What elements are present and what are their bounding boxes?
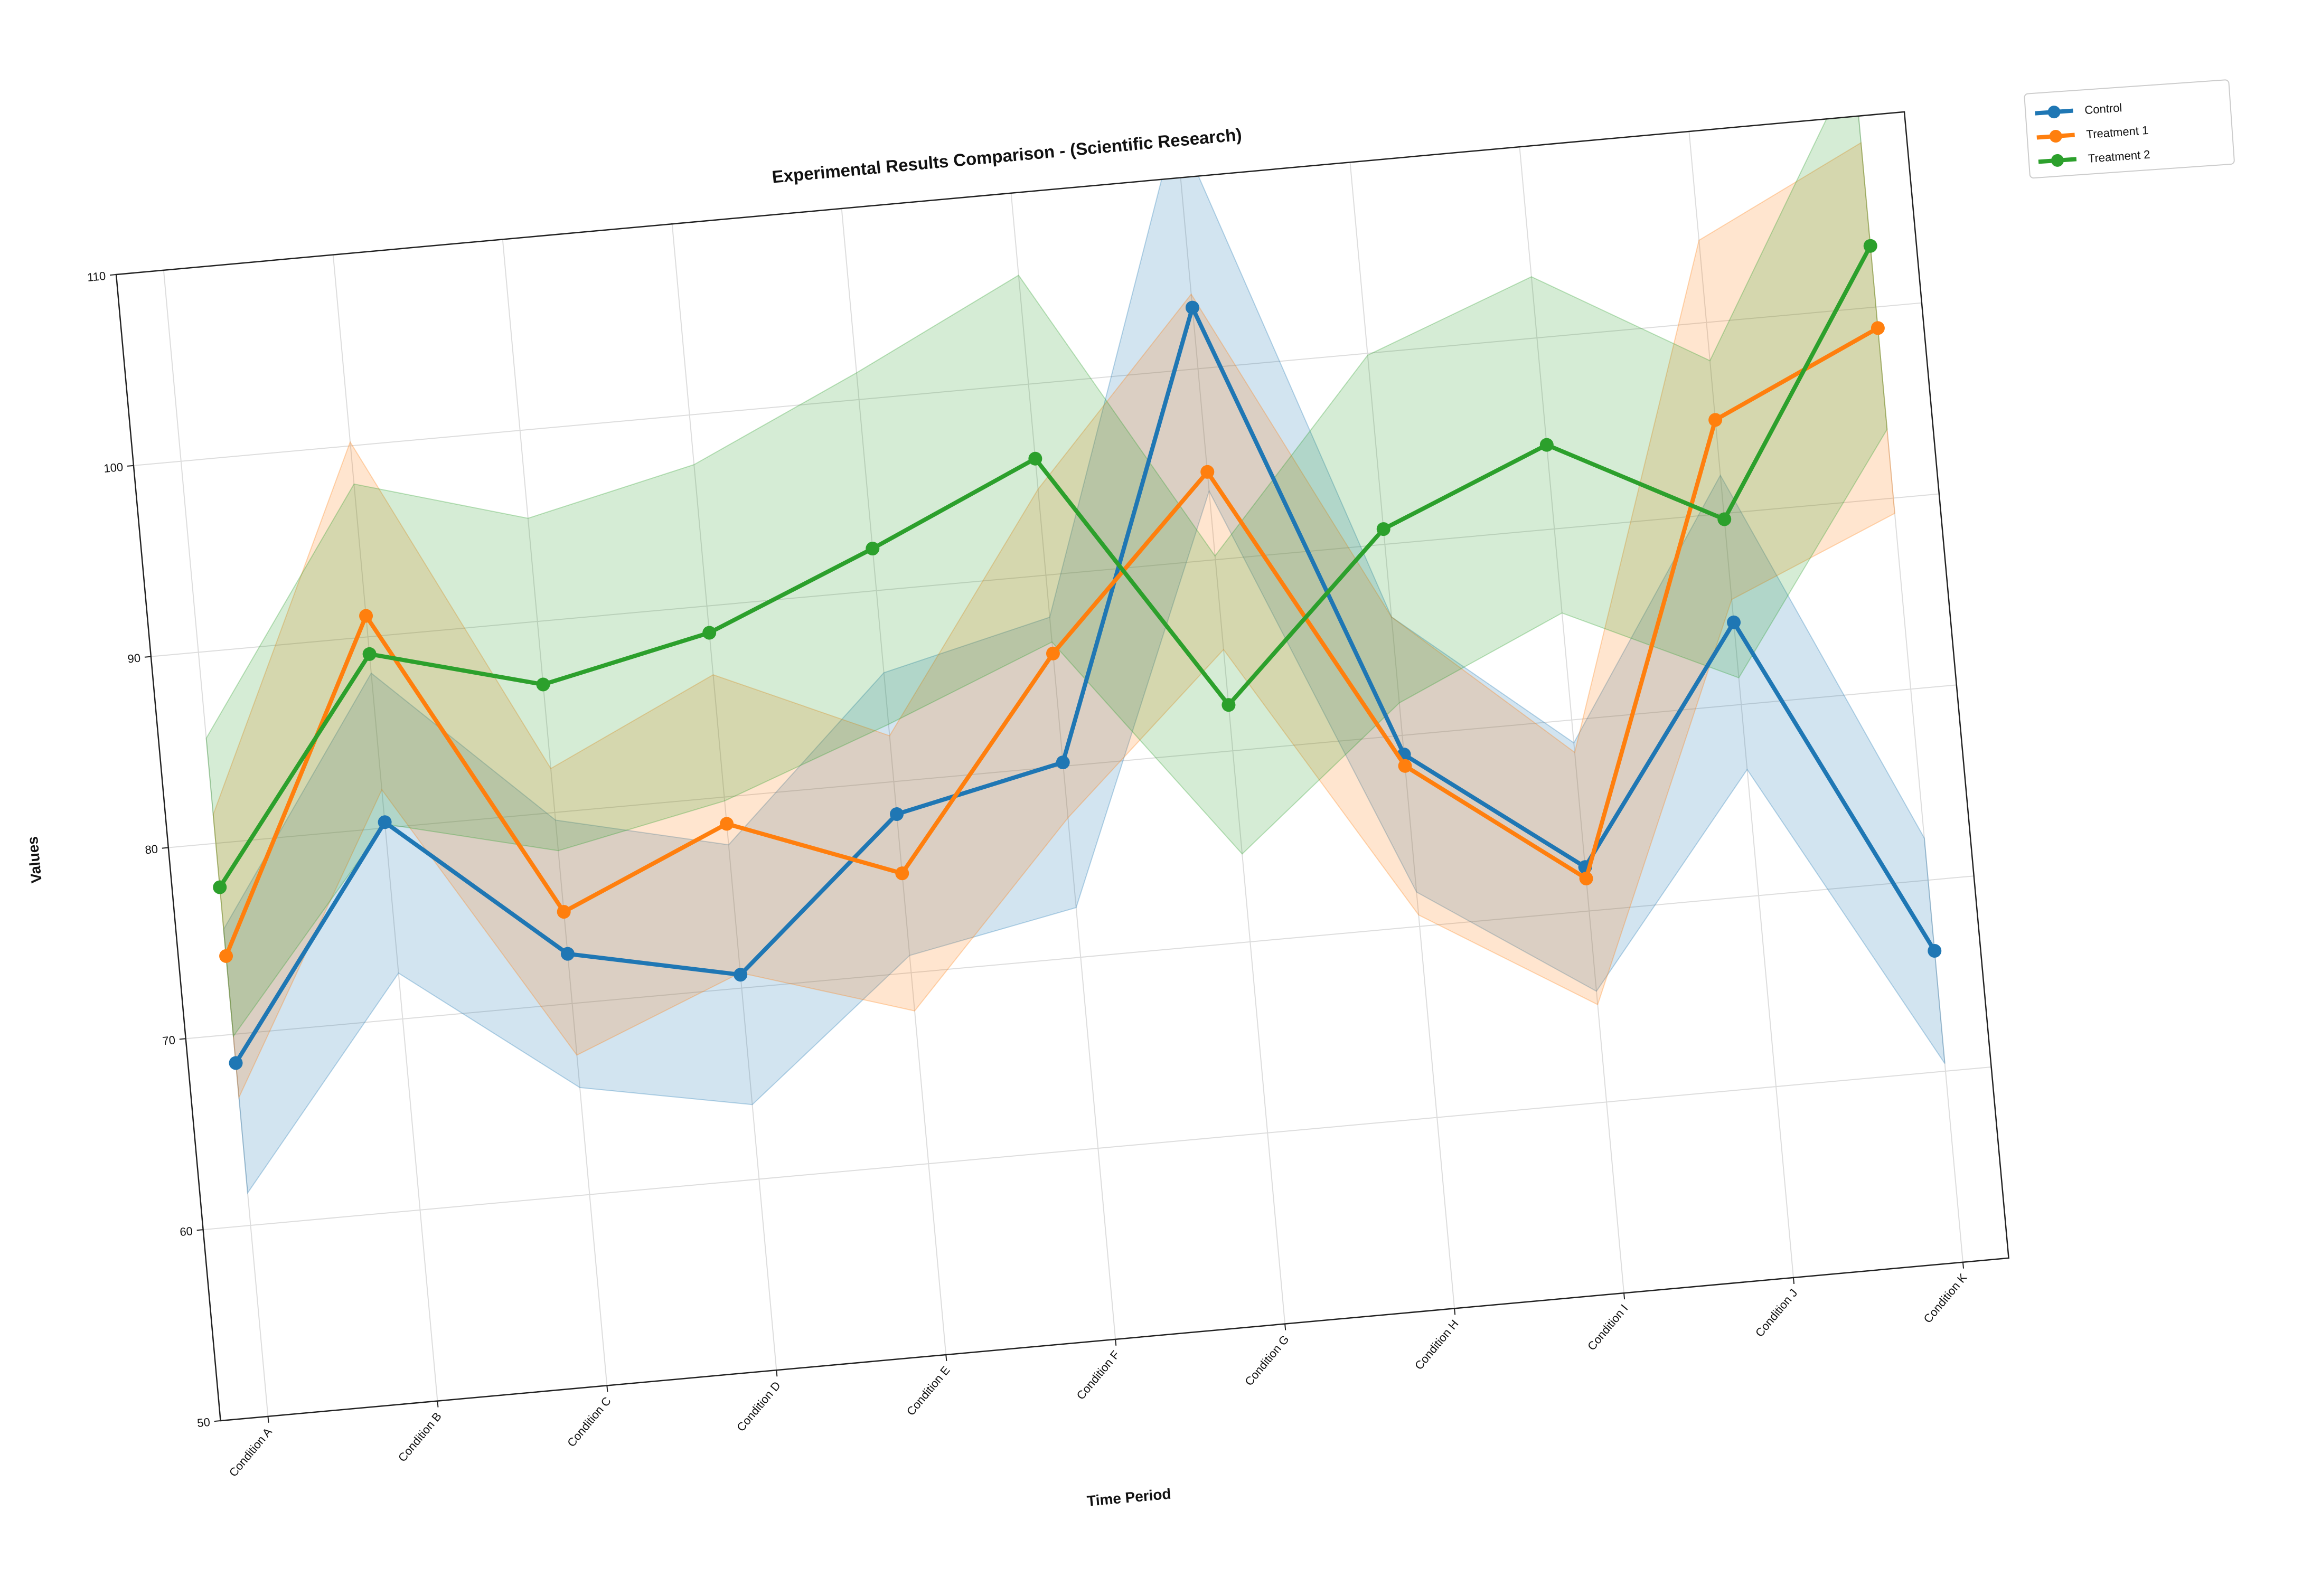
- data-point-treatment-2: [1863, 239, 1877, 253]
- y-tick-label: 90: [127, 651, 141, 666]
- grid-line-y: [151, 493, 1939, 657]
- band-treatment-1: [212, 141, 1895, 1100]
- x-tick-mark: [437, 1401, 439, 1408]
- plot-group: 50 60 70 80 90 100 110 Condition A Condition B Co…: [24, 111, 2009, 1509]
- x-tick-label: Condition G: [1242, 1333, 1292, 1388]
- data-point-treatment-1: [359, 609, 373, 623]
- grid-line-x: [671, 224, 777, 1371]
- x-tick-mark: [1792, 1277, 1795, 1285]
- data-point-control: [229, 1056, 243, 1070]
- grid-line-x: [502, 239, 608, 1386]
- x-tick-label: Condition D: [734, 1379, 783, 1434]
- data-point-treatment-2: [1539, 438, 1554, 452]
- data-point-treatment-1: [1200, 465, 1215, 479]
- band-control: [223, 122, 1946, 1195]
- legend-marker-control: [2047, 106, 2061, 119]
- x-tick-label: Condition H: [1412, 1317, 1461, 1372]
- data-point-treatment-1: [895, 866, 909, 881]
- y-tick-label: 70: [162, 1033, 176, 1047]
- x-tick-mark: [1454, 1308, 1456, 1315]
- grid-line-y: [203, 1066, 1991, 1231]
- grid-line-x: [1180, 177, 1286, 1324]
- data-point-control: [734, 968, 748, 982]
- data-point-treatment-2: [536, 677, 550, 692]
- grid-line-x: [1688, 131, 1794, 1278]
- y-tick-label: 80: [144, 842, 158, 856]
- x-tick-label: Condition K: [1921, 1271, 1969, 1326]
- grid-line-x: [163, 270, 269, 1416]
- data-point-treatment-1: [1398, 759, 1412, 773]
- data-layer: [205, 111, 1946, 1195]
- grid-line-x: [1858, 116, 1963, 1262]
- data-point-treatment-1: [1871, 321, 1885, 335]
- legend-marker-treatment-2: [2051, 154, 2064, 167]
- data-point-treatment-2: [1717, 512, 1732, 526]
- x-tick-label: Condition C: [565, 1394, 614, 1449]
- grid-line-y: [185, 875, 1974, 1040]
- y-tick-mark: [179, 1038, 186, 1040]
- data-point-treatment-1: [1046, 646, 1060, 660]
- legend-item-control: Control: [2035, 101, 2122, 119]
- legend-box: [2024, 79, 2235, 179]
- x-tick-mark: [1115, 1339, 1117, 1346]
- data-point-treatment-2: [1221, 698, 1236, 712]
- data-point-treatment-2: [1028, 451, 1042, 466]
- y-tick-label: 50: [196, 1415, 211, 1430]
- grid-line-x: [1349, 162, 1455, 1309]
- data-point-treatment-2: [866, 542, 880, 556]
- data-point-treatment-2: [1376, 522, 1390, 536]
- legend-marker-treatment-1: [2049, 130, 2062, 143]
- data-point-treatment-2: [362, 647, 377, 661]
- data-point-treatment-1: [1708, 413, 1723, 427]
- y-tick-label: 110: [87, 269, 106, 284]
- x-tick-label: Condition A: [227, 1425, 275, 1479]
- x-tick-label: Condition F: [1074, 1348, 1122, 1402]
- data-point-control: [1185, 300, 1199, 315]
- data-point-treatment-2: [702, 626, 717, 640]
- x-tick-label: Condition I: [1585, 1302, 1631, 1353]
- data-point-treatment-1: [219, 949, 233, 963]
- x-axis-label: Time Period: [1086, 1486, 1172, 1509]
- data-point-treatment-1: [1579, 871, 1593, 885]
- data-point-treatment-1: [720, 817, 734, 831]
- data-point-treatment-2: [213, 880, 227, 894]
- y-axis-label: Values: [24, 836, 45, 884]
- data-point-control: [1727, 615, 1741, 629]
- y-tick-label: 100: [103, 460, 124, 475]
- x-tick-label: Condition B: [396, 1410, 444, 1464]
- grid-line-x: [841, 208, 947, 1355]
- chart-title: Experimental Results Comparison - (Scien…: [771, 125, 1243, 187]
- legend-label-control: Control: [2084, 101, 2122, 117]
- grid-line-x: [1519, 147, 1625, 1293]
- data-point-control: [1056, 755, 1070, 770]
- band-treatment-2: [205, 111, 1888, 1038]
- data-point-control: [560, 947, 575, 961]
- data-point-control: [1928, 943, 1942, 958]
- y-tick-label: 60: [179, 1224, 193, 1239]
- x-tick-label: Condition J: [1753, 1287, 1800, 1340]
- grid-line-y: [133, 302, 1922, 466]
- plot-frame: [115, 111, 2009, 1422]
- data-point-control: [378, 815, 392, 829]
- x-tick-mark: [776, 1370, 778, 1377]
- x-tick-label: Condition E: [904, 1364, 953, 1418]
- data-point-treatment-1: [557, 905, 571, 919]
- data-point-control: [890, 807, 904, 821]
